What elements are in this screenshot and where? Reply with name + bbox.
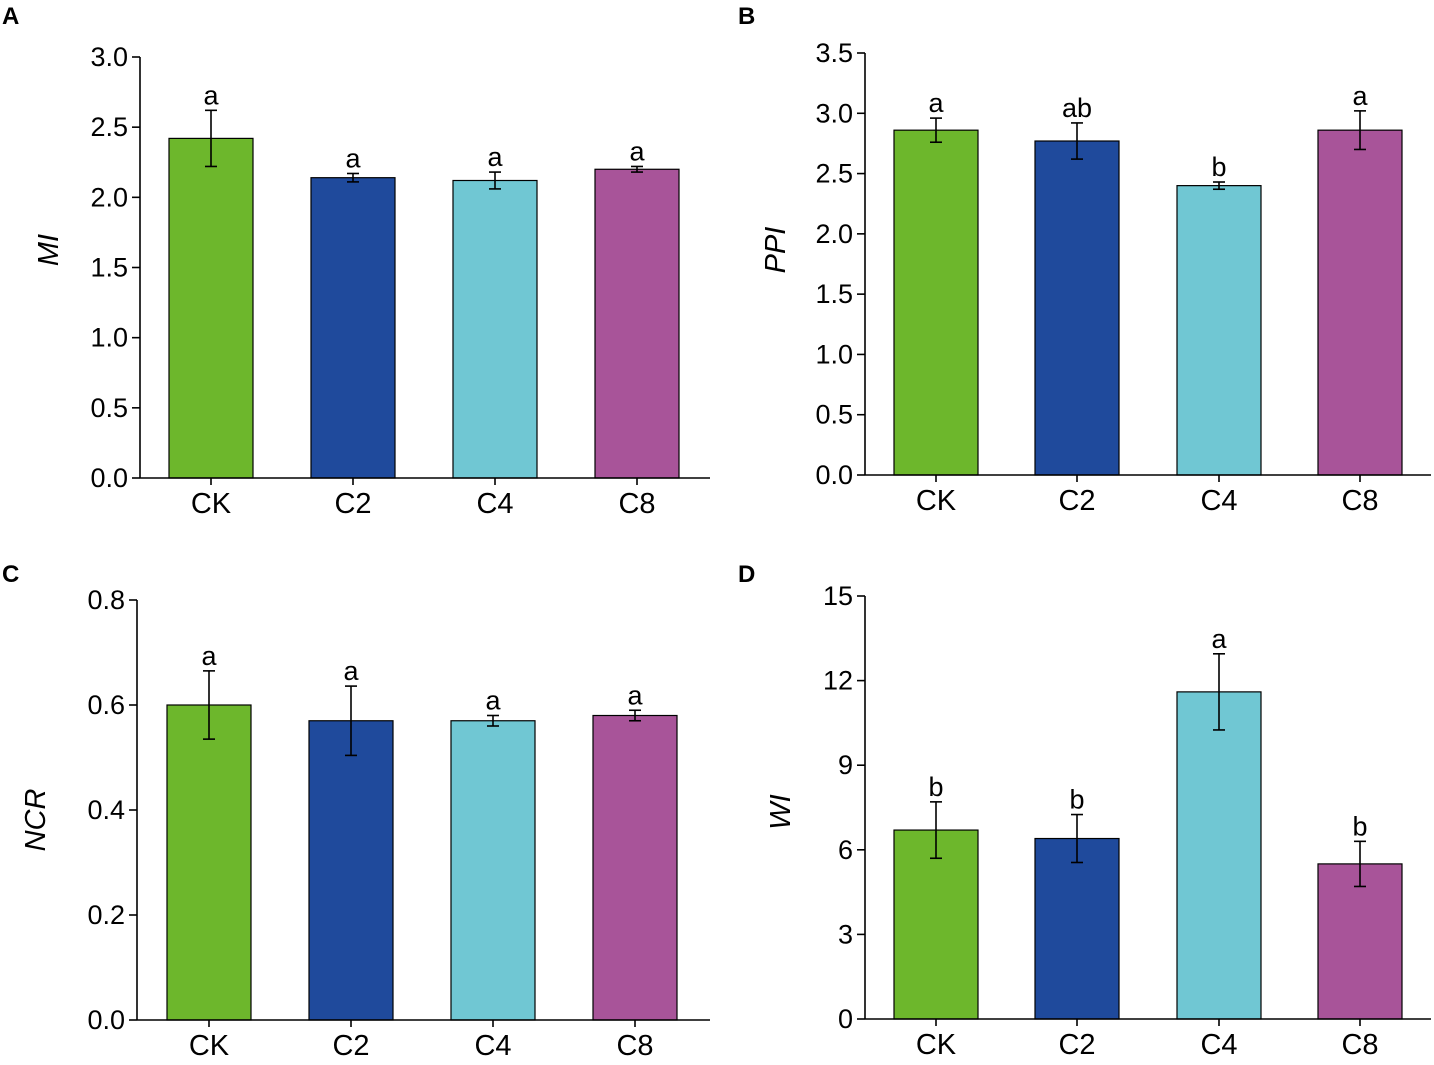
significance-letter-C8: a <box>629 136 645 166</box>
y-tick-label: 9 <box>838 750 853 780</box>
bar-C2 <box>1034 837 1120 1020</box>
bar-CK <box>168 137 254 479</box>
significance-letter-CK: a <box>203 80 219 110</box>
x-tick-label-C4: C4 <box>1200 1029 1237 1061</box>
x-tick-label-CK: CK <box>191 488 232 520</box>
significance-letter-C8: a <box>627 680 643 710</box>
x-tick-label-C2: C2 <box>1058 1029 1095 1061</box>
chart-panel-A: A MI a CK a C2 a C4 a C8 0.0 0.5 1.0 1.5 2.0 2.5 3.0 <box>2 3 710 520</box>
y-axis-label: PPI <box>760 227 792 274</box>
y-tick-label: 0.5 <box>815 400 853 430</box>
y-axis-label: MI <box>33 234 65 266</box>
y-tick-label: 0.2 <box>87 900 125 930</box>
y-tick-label: 0.6 <box>87 690 125 720</box>
y-tick-label: 1.0 <box>90 323 128 353</box>
x-tick-label-C4: C4 <box>476 488 513 520</box>
significance-letter-CK: b <box>928 772 943 802</box>
bar-CK <box>893 829 979 1020</box>
chart-panel-C: C NCR a CK a C2 a C4 a C8 0.0 0.2 0.4 0.6 0.8 <box>2 561 710 1062</box>
chart-panel-B: B PPI a CK ab C2 b C4 a C8 0.0 0.5 1.0 1.5 2.0 2.5 3.0 3.… <box>738 3 1431 517</box>
x-tick-label-C4: C4 <box>1200 485 1237 517</box>
bar-C2 <box>310 177 396 479</box>
y-tick-label: 2.5 <box>90 112 128 142</box>
y-tick-label: 2.0 <box>815 219 853 249</box>
y-tick-label: 1.5 <box>90 253 128 283</box>
significance-letter-C4: a <box>485 686 501 716</box>
bar-C2 <box>308 720 394 1021</box>
significance-letter-C2: a <box>343 656 359 686</box>
y-tick-label: 2.5 <box>815 159 853 189</box>
bar-C8 <box>594 168 680 479</box>
x-tick-label-CK: CK <box>916 1029 957 1061</box>
bar-C4 <box>1176 691 1262 1020</box>
y-tick-label: 3.0 <box>90 42 128 72</box>
panel-letter: D <box>738 561 755 588</box>
significance-letter-CK: a <box>928 88 944 118</box>
significance-letter-C4: a <box>1211 624 1227 654</box>
panel-letter: B <box>738 3 755 30</box>
bar-C4 <box>1176 185 1262 476</box>
x-tick-label-C4: C4 <box>474 1030 511 1062</box>
significance-letter-C2: ab <box>1062 93 1092 123</box>
x-tick-label-C2: C2 <box>332 1030 369 1062</box>
y-tick-label: 2.0 <box>90 182 128 212</box>
x-tick-label-C2: C2 <box>334 488 371 520</box>
significance-letter-C2: b <box>1069 785 1084 815</box>
y-tick-label: 0.0 <box>90 463 128 493</box>
y-tick-label: 0.5 <box>90 393 128 423</box>
panel-letter: C <box>2 561 19 588</box>
y-axis-label: WI <box>765 794 797 829</box>
x-tick-label-C8: C8 <box>1341 485 1378 517</box>
y-tick-label: 0.0 <box>87 1005 125 1035</box>
significance-letter-CK: a <box>201 641 217 671</box>
y-tick-label: 15 <box>823 581 853 611</box>
x-tick-label-CK: CK <box>189 1030 230 1062</box>
bar-C4 <box>452 179 538 479</box>
y-tick-label: 0.0 <box>815 460 853 490</box>
x-tick-label-CK: CK <box>916 485 957 517</box>
bar-CK <box>893 129 979 476</box>
bar-C4 <box>450 720 536 1021</box>
y-axis-label: NCR <box>20 789 52 852</box>
x-tick-label-C8: C8 <box>618 488 655 520</box>
significance-letter-C4: b <box>1211 152 1226 182</box>
y-tick-label: 0 <box>838 1004 853 1034</box>
significance-letter-C2: a <box>345 143 361 173</box>
y-tick-label: 6 <box>838 835 853 865</box>
chart-panel-D: D WI b CK b C2 a C4 b C8 0 3 6 9 12 15 <box>738 561 1431 1061</box>
bar-C8 <box>592 714 678 1021</box>
y-tick-label: 3 <box>838 919 853 949</box>
bar-C8 <box>1317 129 1403 476</box>
y-tick-label: 0.4 <box>87 795 125 825</box>
significance-letter-C8: b <box>1352 811 1367 841</box>
y-tick-label: 1.5 <box>815 279 853 309</box>
y-tick-label: 3.0 <box>815 98 853 128</box>
panel-letter: A <box>2 3 19 30</box>
y-tick-label: 3.5 <box>815 38 853 68</box>
x-tick-label-C8: C8 <box>1341 1029 1378 1061</box>
x-tick-label-C2: C2 <box>1058 485 1095 517</box>
y-tick-label: 12 <box>823 666 853 696</box>
bar-C8 <box>1317 863 1403 1020</box>
x-tick-label-C8: C8 <box>616 1030 653 1062</box>
significance-letter-C4: a <box>487 142 503 172</box>
significance-letter-C8: a <box>1352 81 1368 111</box>
bar-C2 <box>1034 140 1120 476</box>
y-tick-label: 0.8 <box>87 585 125 615</box>
bar-CK <box>166 704 252 1021</box>
y-tick-label: 1.0 <box>815 339 853 369</box>
